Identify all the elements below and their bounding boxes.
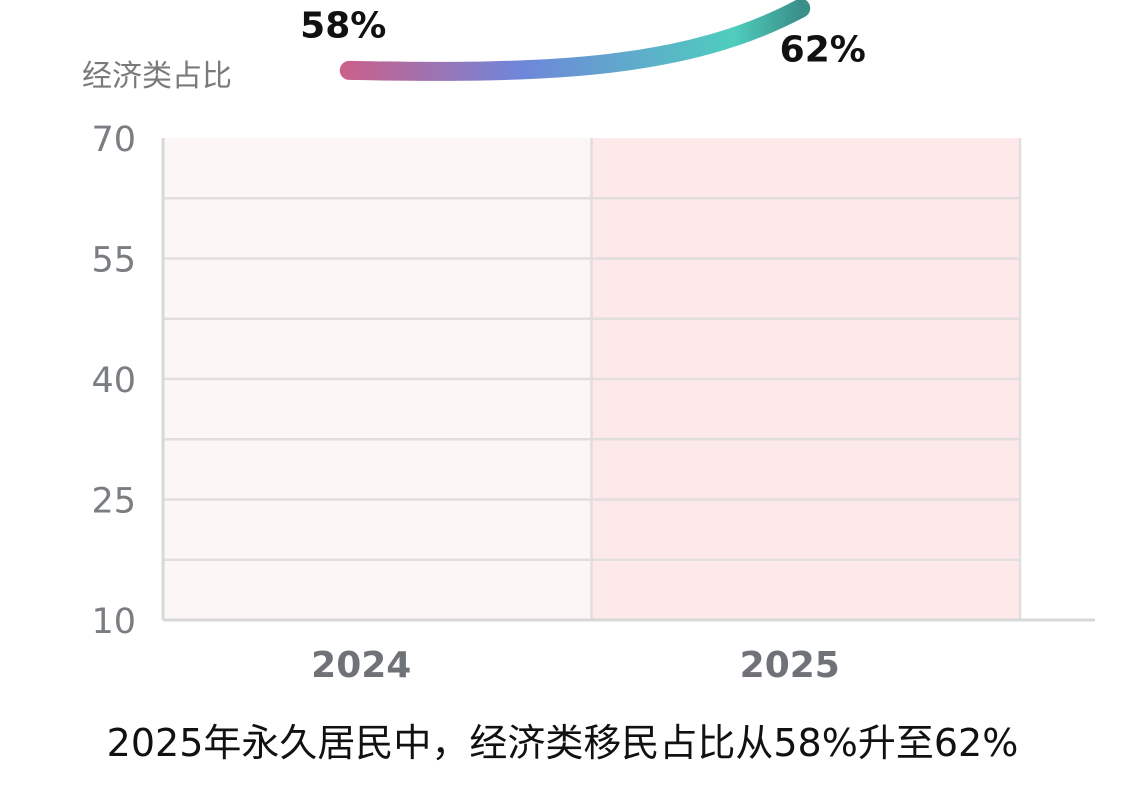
y-tick-label: 40 [91, 361, 136, 401]
x-tick-label: 2024 [311, 645, 411, 686]
grid-lines [161, 138, 1095, 622]
data-label-2024: 58% [300, 5, 386, 46]
y-tick-label: 70 [91, 120, 136, 160]
y-axis-label: 经济类占比 [82, 59, 232, 94]
x-tick-label: 2025 [740, 645, 840, 686]
y-tick-label: 55 [91, 241, 136, 281]
y-tick-label: 25 [91, 482, 136, 522]
series-line-group [339, 0, 811, 81]
data-label-2025: 62% [780, 29, 866, 70]
y-tick-labels: 70 55 40 25 10 [91, 120, 136, 642]
x-tick-labels: 2024 2025 [311, 645, 840, 686]
y-tick-label: 10 [91, 602, 136, 642]
series-line [339, 0, 811, 81]
chart-caption: 2025年永久居民中，经济类移民占比从58%升至62% [106, 721, 1019, 765]
data-labels: 58% 62% [300, 5, 866, 70]
